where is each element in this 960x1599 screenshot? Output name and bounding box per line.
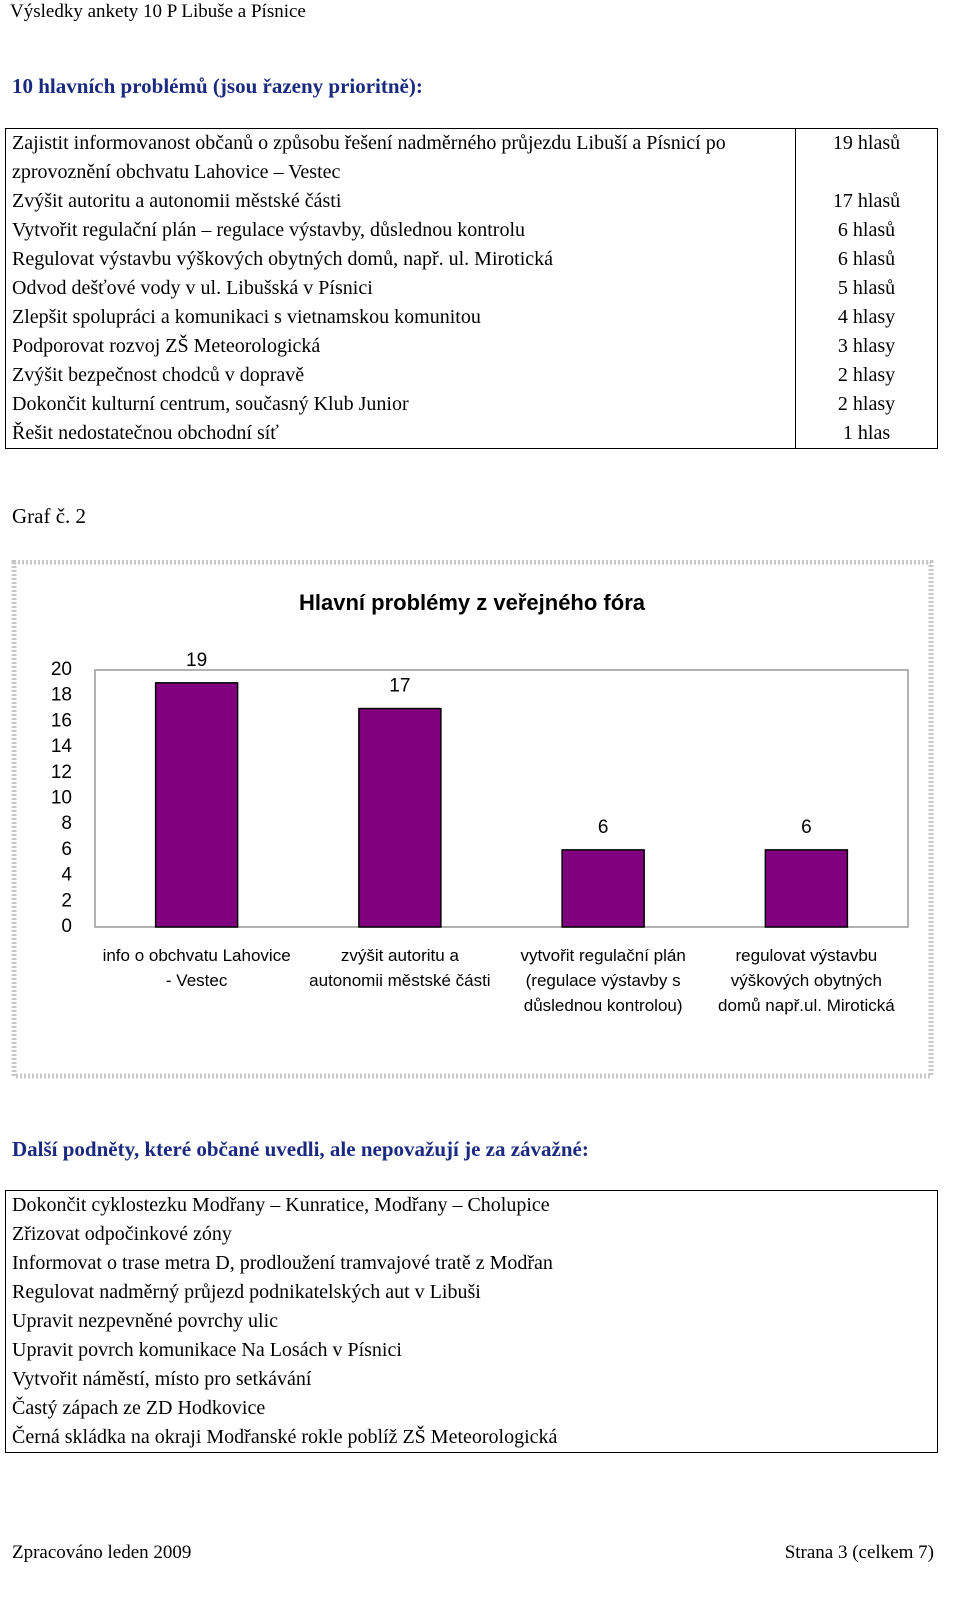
problem-text: Dokončit kulturní centrum, současný Klub… — [6, 390, 796, 419]
suggestion-text: Dokončit cyklostezku Modřany – Kunratice… — [12, 1194, 550, 1216]
vote-count: 6 hlasů — [837, 248, 896, 270]
vote-count: 6 hlasů — [837, 219, 896, 241]
value-label: 19 — [186, 650, 207, 671]
section-heading: Další podněty, které občané uvedli, ale … — [12, 1137, 589, 1161]
vote-count: 3 hlasy — [837, 335, 896, 357]
suggestion-text: Regulovat nadměrný průjezd podnikatelský… — [12, 1281, 481, 1303]
value-label: 6 — [598, 817, 609, 838]
table-row: Vytvořit regulační plán – regulace výsta… — [6, 216, 937, 245]
page-header: Výsledky ankety 10 P Libuše a Písnice — [10, 1, 306, 22]
bar — [764, 849, 849, 928]
suggestion-text: Upravit nezpevněné povrchy ulic — [12, 1310, 279, 1332]
bar — [154, 682, 239, 928]
problem-text: Odvod dešťové vody v ul. Libušská v Písn… — [6, 274, 796, 303]
vote-count: 4 hlasy — [837, 306, 896, 328]
section-heading: 10 hlavních problémů (jsou řazeny priori… — [12, 74, 423, 98]
suggestion-text: Vytvořit náměstí, místo pro setkávání — [12, 1368, 312, 1390]
vote-count: 2 hlasy — [837, 364, 896, 386]
value-label: 17 — [389, 676, 410, 697]
vote-count: 5 hlasů — [837, 277, 896, 299]
y-tick-label: 10 — [51, 788, 72, 809]
x-tick-label: info o obchvatu Lahovice - Vestec — [102, 946, 291, 990]
table-row: Zajistit informovanost občanů o způsobu … — [6, 129, 937, 187]
bar — [561, 849, 645, 928]
table-row: Zvýšit bezpečnost chodců v dopravě 2 hlas… — [6, 361, 937, 390]
x-tick-label: zvýšit autoritu a autonomii městské část… — [309, 946, 491, 990]
chart: Hlavní problémy z veřejného fóra 0 2 4 6 8 10… — [11, 560, 934, 1079]
problems-table: Zajistit informovanost občanů o způsobu … — [5, 128, 938, 449]
plot-area — [94, 669, 909, 928]
problem-text: Podporovat rozvoj ZŠ Meteorologická — [6, 332, 796, 361]
y-tick-label: 0 — [61, 916, 72, 937]
y-tick-label: 4 — [61, 865, 72, 886]
y-tick-label: 20 — [51, 659, 72, 680]
y-tick-label: 16 — [51, 710, 72, 731]
vote-count: 17 hlasů — [832, 190, 901, 212]
y-tick-label: 2 — [61, 890, 72, 911]
x-tick-label: vytvořit regulační plán (regulace výstav… — [520, 946, 686, 1015]
table-row: Zvýšit autoritu a autonomii městské část… — [6, 187, 937, 216]
suggestion-text: Informovat o trase metra D, prodloužení … — [12, 1252, 553, 1274]
suggestion-text: Zřizovat odpočinkové zóny — [12, 1223, 232, 1245]
table-row: Řešit nedostatečnou obchodní síť 1 hlas — [6, 419, 937, 448]
table-row: Regulovat výstavbu výškových obytných do… — [6, 245, 937, 274]
vote-count: 19 hlasů — [832, 132, 901, 154]
footer-right: Strana 3 (celkem 7) — [784, 1542, 934, 1563]
table-row: Podporovat rozvoj ZŠ Meteorologická 3 hla… — [6, 332, 937, 361]
table-row: Zlepšit spolupráci a komunikaci s vietna… — [6, 303, 937, 332]
y-tick-label: 12 — [51, 762, 72, 783]
bar — [358, 707, 442, 928]
chart-title: Hlavní problémy z veřejného fóra — [299, 590, 646, 615]
x-tick-label: regulovat výstavbu výškových obytných do… — [718, 946, 895, 1015]
suggestion-text: Černá skládka na okraji Modřanské rokle … — [12, 1426, 558, 1448]
y-tick-label: 18 — [51, 685, 72, 706]
graph-caption: Graf č. 2 — [12, 504, 87, 528]
other-table: Dokončit cyklostezku Modřany – Kunratice… — [5, 1190, 938, 1453]
footer-left: Zpracováno leden 2009 — [12, 1542, 192, 1563]
vote-count: 1 hlas — [842, 422, 891, 444]
problem-text: Zvýšit autoritu a autonomii městské část… — [6, 187, 796, 216]
problem-text: Zlepšit spolupráci a komunikaci s vietna… — [6, 303, 796, 332]
table-row: Odvod dešťové vody v ul. Libušská v Písn… — [6, 274, 937, 303]
y-tick-label: 6 — [61, 839, 72, 860]
value-label: 6 — [801, 817, 812, 838]
problem-text: Řešit nedostatečnou obchodní síť — [6, 419, 796, 448]
suggestion-text: Častý zápach ze ZD Hodkovice — [12, 1397, 266, 1419]
y-tick-label: 14 — [51, 736, 73, 757]
problem-text: Zvýšit bezpečnost chodců v dopravě — [6, 361, 796, 390]
suggestion-text: Upravit povrch komunikace Na Losách v Pí… — [12, 1339, 402, 1361]
y-tick-label: 8 — [61, 813, 72, 834]
problem-text: Regulovat výstavbu výškových obytných do… — [6, 245, 796, 274]
table-row: Dokončit kulturní centrum, současný Klub… — [6, 390, 937, 419]
problem-text: Vytvořit regulační plán – regulace výsta… — [6, 216, 796, 245]
vote-count: 2 hlasy — [837, 393, 896, 415]
problem-text: Zajistit informovanost občanů o způsobu … — [6, 129, 796, 187]
